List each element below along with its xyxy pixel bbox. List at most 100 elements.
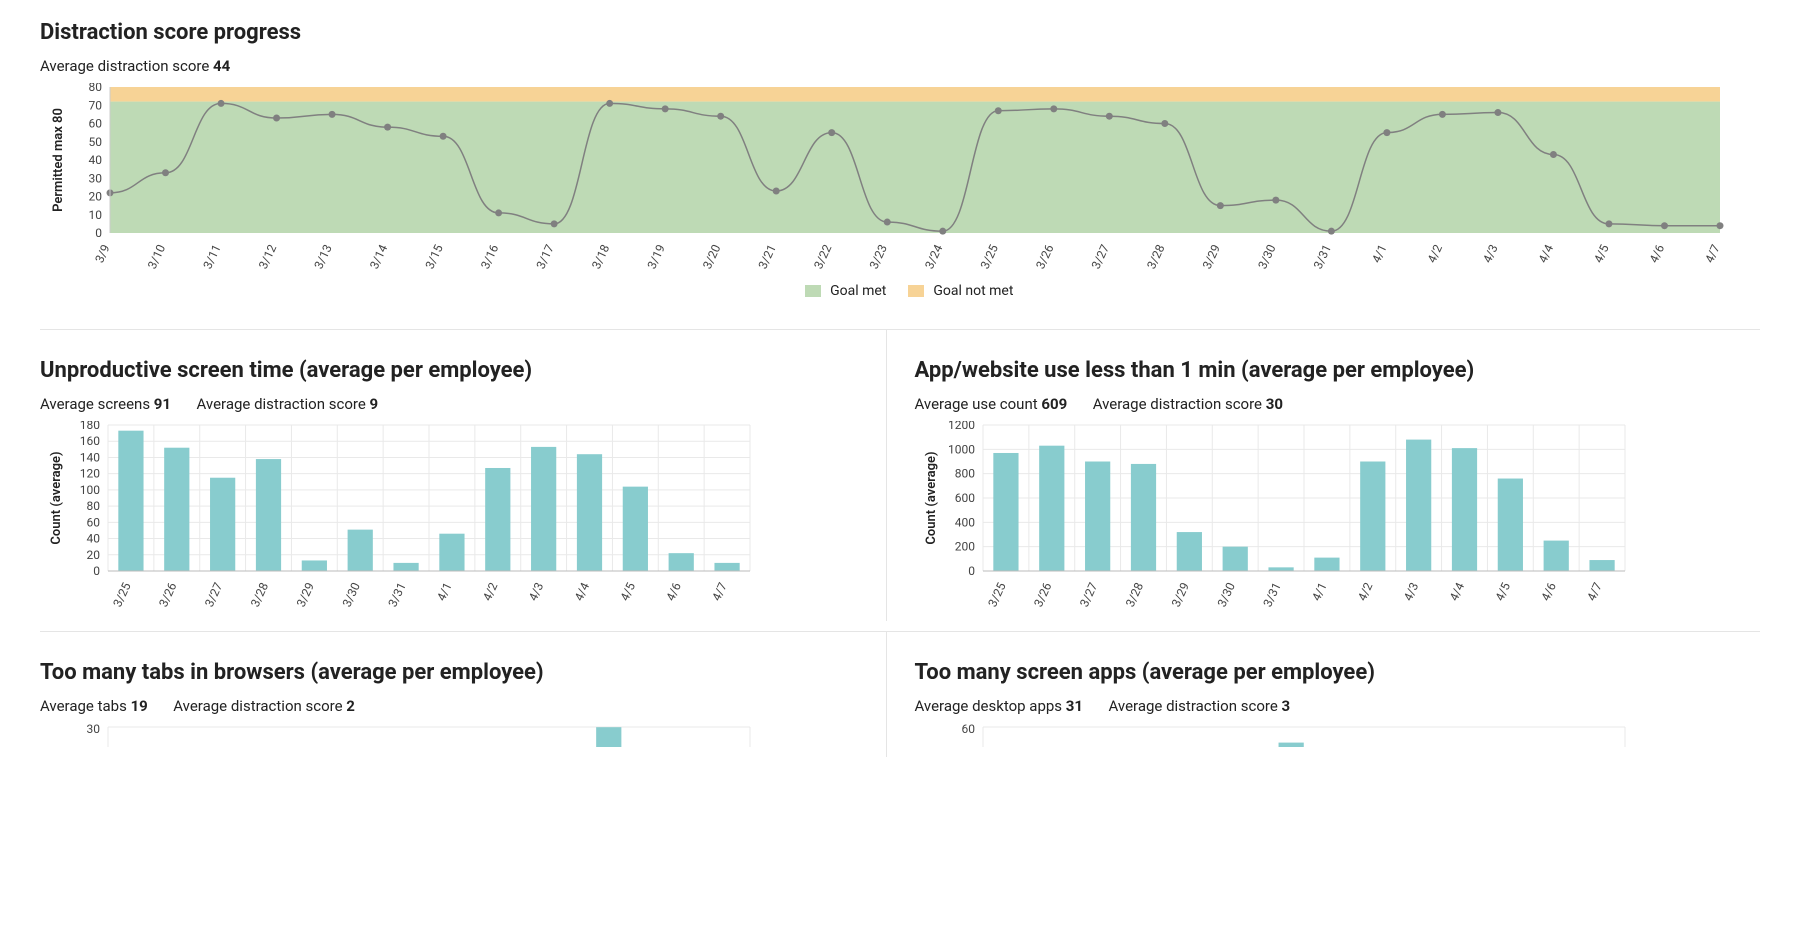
svg-text:4/4: 4/4 (1446, 580, 1467, 603)
section-title: Too many tabs in browsers (average per e… (40, 660, 866, 685)
section-subhead: Average screens 91 Average distraction s… (40, 395, 866, 413)
svg-text:4/5: 4/5 (1492, 580, 1513, 603)
svg-text:4/5: 4/5 (1591, 242, 1612, 265)
svg-text:100: 100 (80, 483, 100, 497)
svg-text:30: 30 (87, 723, 101, 736)
svg-text:4/1: 4/1 (1369, 242, 1389, 265)
svg-text:20: 20 (89, 190, 103, 204)
svg-text:4/3: 4/3 (526, 580, 546, 603)
svg-text:Count (average): Count (average) (924, 451, 939, 544)
svg-text:3/14: 3/14 (367, 242, 390, 271)
svg-text:3/25: 3/25 (985, 580, 1008, 609)
svg-text:4/1: 4/1 (1309, 580, 1329, 603)
svg-text:60: 60 (961, 723, 975, 736)
svg-text:120: 120 (80, 467, 100, 481)
svg-text:4/3: 4/3 (1480, 242, 1500, 265)
svg-text:3/31: 3/31 (1260, 580, 1283, 609)
svg-text:0: 0 (968, 564, 975, 578)
chart-legend: Goal met Goal not met (40, 273, 1760, 299)
svg-text:3/18: 3/18 (589, 242, 612, 271)
svg-text:4/6: 4/6 (663, 580, 684, 603)
svg-text:4/2: 4/2 (1425, 242, 1446, 265)
svg-text:160: 160 (80, 434, 100, 448)
svg-text:80: 80 (89, 83, 103, 94)
svg-text:3/22: 3/22 (811, 242, 834, 271)
svg-text:3/21: 3/21 (756, 242, 779, 271)
app-use-lt1min-chart: 0200400600800100012003/253/263/273/283/2… (915, 421, 1741, 611)
svg-text:50: 50 (89, 135, 103, 149)
svg-text:4/7: 4/7 (1702, 242, 1723, 265)
sub-value: 3 (1282, 697, 1291, 715)
too-many-tabs-chart: 30 (40, 723, 866, 747)
svg-text:4/2: 4/2 (480, 580, 501, 603)
app-use-lt1min-section: App/website use less than 1 min (average… (886, 330, 1761, 621)
svg-text:3/11: 3/11 (200, 242, 223, 271)
svg-text:3/13: 3/13 (311, 242, 334, 271)
sub-label: Average use count (915, 395, 1038, 413)
legend-label-met: Goal met (830, 283, 886, 299)
svg-text:60: 60 (87, 515, 101, 529)
svg-text:3/29: 3/29 (1168, 580, 1191, 609)
svg-text:3/30: 3/30 (1255, 242, 1278, 271)
distraction-score-section: Distraction score progress Average distr… (40, 20, 1760, 299)
sub-label: Average desktop apps (915, 697, 1063, 715)
sub-value: 30 (1266, 395, 1283, 413)
section-subhead: Average desktop apps 31 Average distract… (915, 697, 1741, 715)
svg-text:3/28: 3/28 (1122, 580, 1145, 609)
svg-text:3/28: 3/28 (1144, 242, 1167, 271)
svg-text:3/9: 3/9 (92, 242, 112, 265)
too-many-apps-chart: 60 (915, 723, 1741, 747)
svg-text:3/12: 3/12 (256, 242, 279, 271)
legend-swatch-met (805, 285, 821, 297)
svg-text:40: 40 (89, 153, 103, 167)
section-title: Distraction score progress (40, 20, 1760, 45)
svg-text:4/4: 4/4 (572, 580, 593, 603)
svg-text:3/10: 3/10 (145, 242, 168, 271)
sub-value: 609 (1041, 395, 1067, 413)
svg-text:Permitted max 80: Permitted max 80 (51, 108, 66, 212)
avg-value: 44 (213, 57, 230, 75)
legend-label-notmet: Goal not met (933, 283, 1013, 299)
sub-label: Average distraction score (173, 697, 342, 715)
sub-value: 19 (131, 697, 148, 715)
sub-label: Average distraction score (1108, 697, 1277, 715)
svg-text:30: 30 (89, 171, 103, 185)
svg-text:1200: 1200 (948, 421, 975, 432)
svg-text:3/29: 3/29 (294, 580, 317, 609)
svg-text:3/31: 3/31 (385, 580, 408, 609)
svg-text:4/2: 4/2 (1355, 580, 1376, 603)
svg-text:3/16: 3/16 (478, 242, 501, 271)
svg-text:1000: 1000 (948, 442, 975, 456)
svg-text:3/30: 3/30 (1214, 580, 1237, 609)
svg-text:3/30: 3/30 (340, 580, 363, 609)
svg-text:4/6: 4/6 (1538, 580, 1559, 603)
svg-text:3/23: 3/23 (867, 242, 890, 271)
svg-text:0: 0 (93, 564, 100, 578)
svg-text:3/25: 3/25 (110, 580, 133, 609)
sub-label: Average distraction score (1093, 395, 1262, 413)
svg-text:3/25: 3/25 (978, 242, 1001, 271)
svg-text:3/26: 3/26 (156, 580, 179, 609)
svg-text:4/6: 4/6 (1647, 242, 1668, 265)
distraction-score-chart: 01020304050607080Permitted max 803/93/10… (40, 83, 1760, 273)
svg-text:60: 60 (89, 117, 103, 131)
sub-value: 2 (346, 697, 355, 715)
section-subhead: Average distraction score 44 (40, 57, 1760, 75)
svg-text:3/27: 3/27 (1077, 580, 1100, 609)
svg-text:3/31: 3/31 (1311, 242, 1334, 271)
svg-text:3/26: 3/26 (1031, 580, 1054, 609)
legend-swatch-notmet (908, 285, 924, 297)
sub-label: Average tabs (40, 697, 127, 715)
svg-text:20: 20 (87, 548, 101, 562)
svg-text:200: 200 (954, 540, 974, 554)
sub-label: Average distraction score (196, 395, 365, 413)
svg-text:4/7: 4/7 (1584, 580, 1605, 603)
svg-text:4/7: 4/7 (709, 580, 730, 603)
svg-text:180: 180 (80, 421, 100, 432)
unproductive-screen-time-chart: 0204060801001201401601803/253/263/273/28… (40, 421, 866, 611)
sub-value: 9 (370, 395, 379, 413)
svg-text:4/3: 4/3 (1400, 580, 1420, 603)
svg-text:800: 800 (954, 467, 974, 481)
svg-text:70: 70 (89, 98, 103, 112)
svg-text:40: 40 (87, 532, 101, 546)
